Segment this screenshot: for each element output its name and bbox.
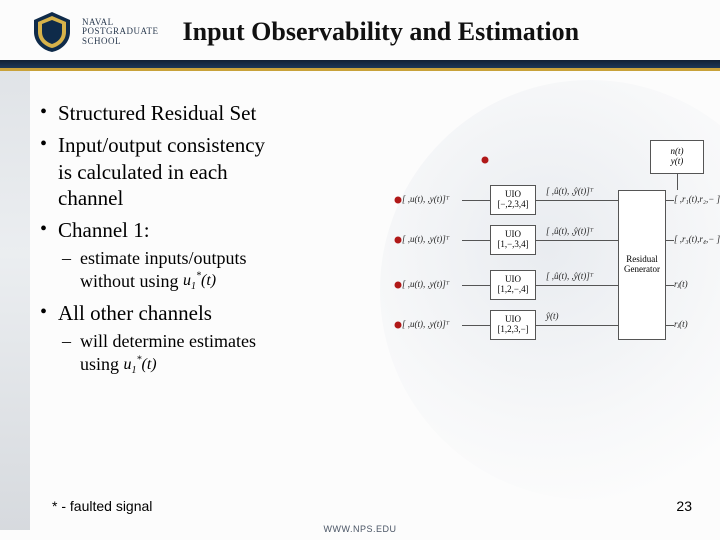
diagram-dot-row-3 bbox=[395, 322, 402, 329]
diagram-line-in-0 bbox=[462, 200, 490, 201]
footnote: * - faulted signal bbox=[52, 498, 152, 514]
diagram-uio-box-1: UIO[1,−,3,4] bbox=[490, 225, 536, 255]
diagram-mid-label-3: ŷ(t) bbox=[546, 311, 559, 321]
bullet-2: Input/output consistency is calculated i… bbox=[40, 132, 380, 211]
diagram-dot-top bbox=[482, 157, 489, 164]
page-number: 23 bbox=[676, 498, 692, 514]
footer-url: WWW.NPS.EDU bbox=[324, 524, 397, 534]
slide-header: NAVAL POSTGRADUATE SCHOOL Input Observab… bbox=[0, 0, 720, 64]
diagram-uio-box-2: UIO[1,2,−,4] bbox=[490, 270, 536, 300]
diagram-mid-label-2: [ ,û(t), ,ŷ(t)]ᵀ bbox=[546, 271, 593, 281]
diagram-mid-label-0: [ ,û(t), ,ŷ(t)]ᵀ bbox=[546, 186, 593, 196]
diagram-dot-row-0 bbox=[395, 197, 402, 204]
diagram-mid-label-1: [ ,û(t), ,ŷ(t)]ᵀ bbox=[546, 226, 593, 236]
bullet-4: All other channels will determine estima… bbox=[40, 300, 380, 377]
diagram-line-out-2 bbox=[666, 285, 674, 286]
school-name: NAVAL POSTGRADUATE SCHOOL bbox=[82, 18, 159, 46]
bullet-content: Structured Residual Set Input/output con… bbox=[40, 100, 380, 383]
diagram-line-mid-0 bbox=[536, 200, 618, 201]
diagram-input-box: n(t)y(t) bbox=[650, 140, 704, 174]
diagram-line-out-1 bbox=[666, 240, 674, 241]
bullet-3-sub: estimate inputs/outputs without using u1… bbox=[58, 247, 380, 294]
bullet-1: Structured Residual Set bbox=[40, 100, 380, 126]
math-var-u1star-a: u1*(t) bbox=[183, 272, 216, 289]
diagram-line-in-2 bbox=[462, 285, 490, 286]
diagram-line-mid-2 bbox=[536, 285, 618, 286]
diagram-line-mid-3 bbox=[536, 325, 618, 326]
diagram-out-label-3: rⱼ(t) bbox=[674, 319, 688, 330]
diagram-uio-box-0: UIO[−,2,3,4] bbox=[490, 185, 536, 215]
header-rule-dark bbox=[0, 60, 720, 68]
math-var-u1star-b: u1*(t) bbox=[124, 356, 157, 373]
diagram-in-label-2: [ ,u(t), ,y(t)]ᵀ bbox=[402, 279, 449, 289]
background-building bbox=[0, 70, 30, 530]
diagram-in-label-0: [ ,u(t), ,y(t)]ᵀ bbox=[402, 194, 449, 204]
diagram-out-label-2: rⱼ(t) bbox=[674, 279, 688, 290]
diagram-out-label-1: [ ,r₃(t),r₄,− ]ᵀ bbox=[674, 234, 720, 244]
diagram-out-label-0: [ ,r₁(t),r₂,− ]ᵀ bbox=[674, 194, 720, 204]
diagram-dot-row-2 bbox=[395, 282, 402, 289]
diagram-line-in-1 bbox=[462, 240, 490, 241]
diagram-line-mid-1 bbox=[536, 240, 618, 241]
diagram-uio-box-3: UIO[1,2,3,−] bbox=[490, 310, 536, 340]
diagram-line-out-3 bbox=[666, 325, 674, 326]
bullet-4-sub: will determine estimates using u1*(t) bbox=[58, 330, 380, 377]
diagram-in-label-3: [ ,u(t), ,y(t)]ᵀ bbox=[402, 319, 449, 329]
header-rule-gold bbox=[0, 68, 720, 71]
nps-logo bbox=[30, 10, 74, 54]
diagram-line-in-3 bbox=[462, 325, 490, 326]
school-line3: SCHOOL bbox=[82, 37, 159, 46]
diagram-line-out-0 bbox=[666, 200, 674, 201]
diagram-residual-box: ResidualGenerator bbox=[618, 190, 666, 340]
diagram-in-label-1: [ ,u(t), ,y(t)]ᵀ bbox=[402, 234, 449, 244]
diagram-dot-row-1 bbox=[395, 237, 402, 244]
block-diagram: n(t)y(t) ResidualGenerator [ ,u(t), ,y(t)]… bbox=[390, 140, 710, 360]
bullet-3: Channel 1: estimate inputs/outputs witho… bbox=[40, 217, 380, 294]
diagram-line-input-down bbox=[677, 174, 678, 190]
page-title: Input Observability and Estimation bbox=[183, 17, 580, 47]
